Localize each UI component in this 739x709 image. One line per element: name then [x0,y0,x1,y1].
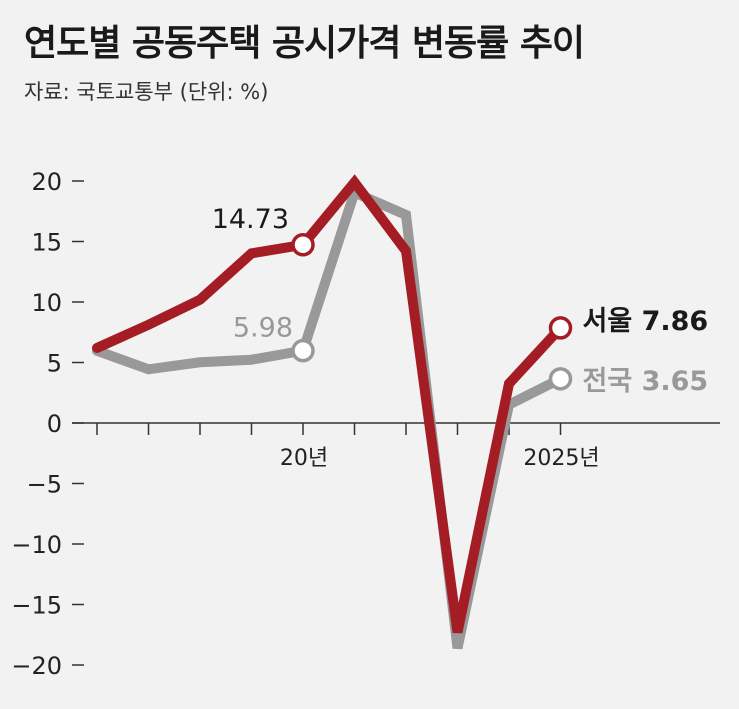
y-tick-label: 0 [47,410,62,438]
data-point-marker [548,316,573,340]
y-tick-label: 5 [47,350,62,378]
x-tick-label: 20년 [280,446,328,471]
data-label-national-2020: 5.98 [233,313,293,344]
y-tick-label: −10 [11,531,62,559]
end-label-seoul: 서울 7.86 [583,306,709,337]
chart-title: 연도별 공동주택 공시가격 변동률 추이 [24,23,585,64]
series-line-전국 [92,185,566,650]
y-tick-label: −15 [11,592,62,620]
data-point-marker [291,338,315,363]
end-label-national: 전국 3.65 [583,366,709,397]
data-label-seoul-2020: 14.73 [212,204,289,235]
x-tick-label: 2025년 [523,446,599,471]
y-tick-label: 10 [31,289,62,317]
y-tick-label: −20 [11,652,62,680]
y-tick-label: 15 [31,229,62,257]
series-line-서울 [92,174,566,634]
data-point-marker [291,233,315,257]
data-point-marker [548,367,573,391]
y-tick-label: −5 [27,471,62,499]
y-tick-label: 20 [31,168,62,196]
chart-source: 자료: 국토교통부 (단위: %) [24,80,269,104]
